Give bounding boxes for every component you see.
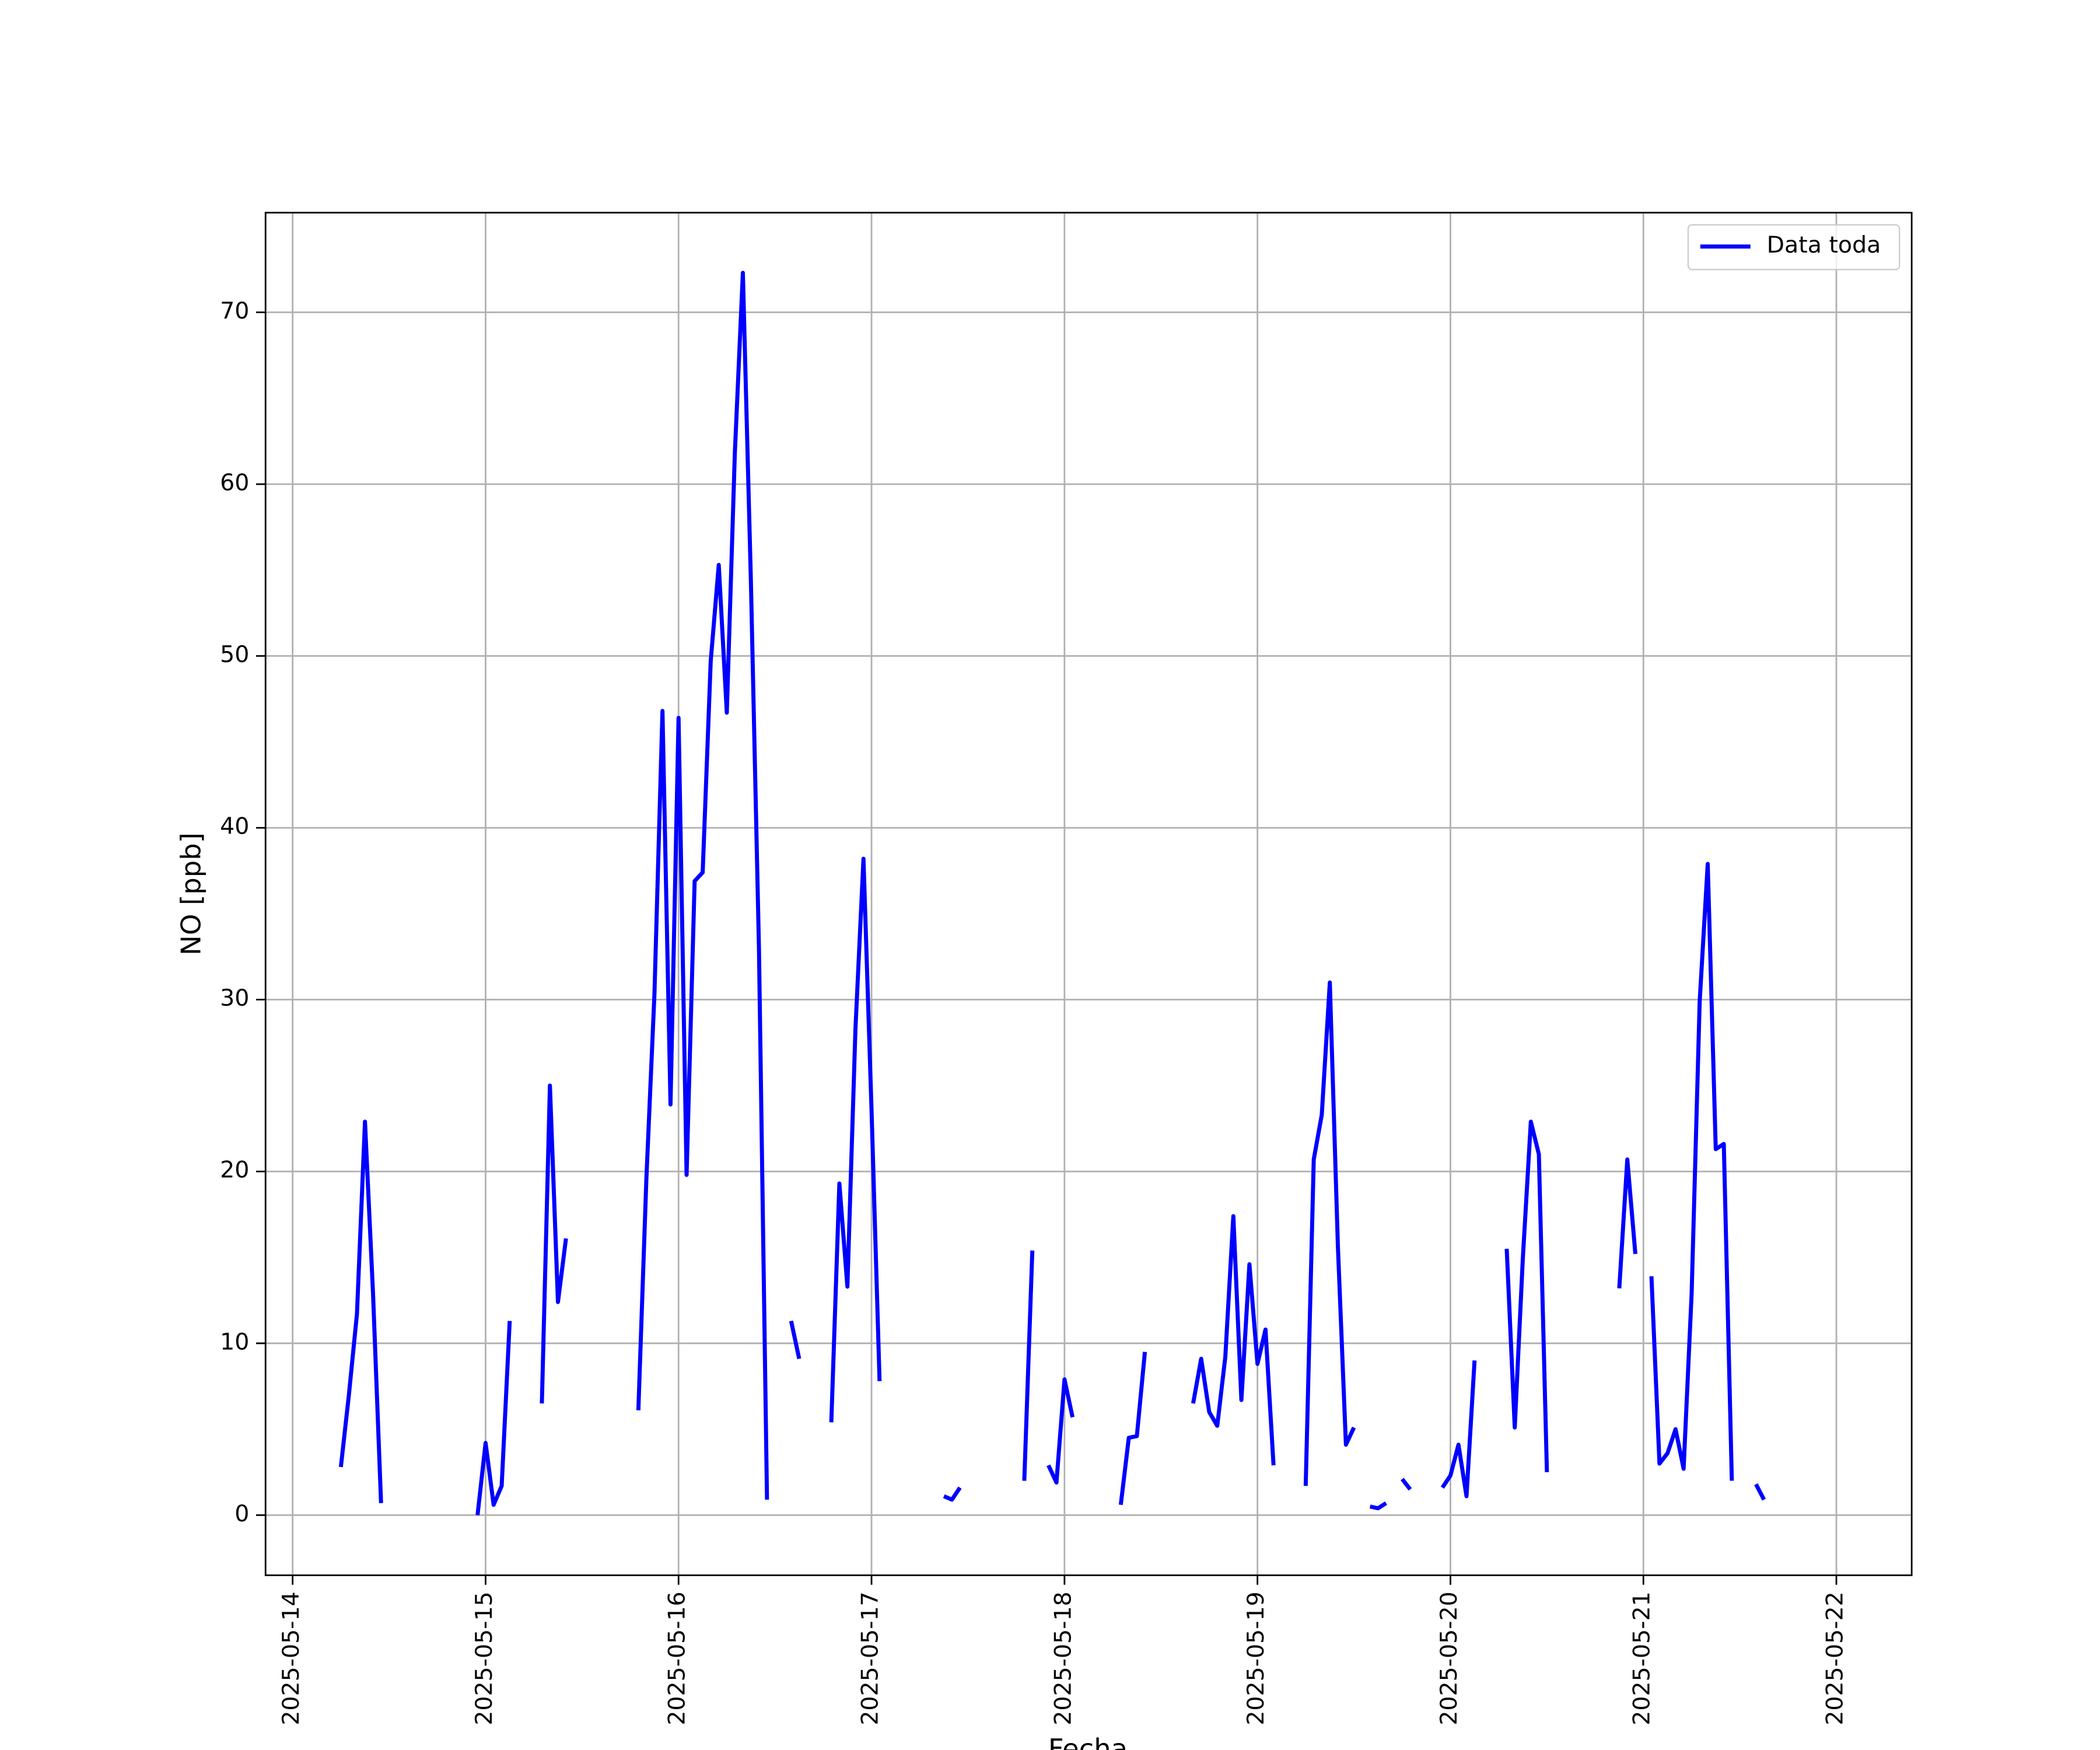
grid: [265, 212, 1912, 1576]
x-axis-label: Fecha: [1048, 1733, 1128, 1750]
x-tick-label: 2025-05-19: [1242, 1591, 1269, 1725]
y-tick-label: 40: [220, 813, 249, 840]
legend: Data toda: [1687, 224, 1901, 271]
y-tick-label: 30: [220, 985, 249, 1012]
y-tick-label: 0: [235, 1500, 249, 1527]
y-tick-label: 60: [220, 469, 249, 496]
data-line: [338, 271, 1766, 1516]
y-tick-label: 70: [220, 298, 249, 324]
x-tick-label: 2025-05-22: [1822, 1591, 1849, 1725]
x-tick-label: 2025-05-16: [664, 1591, 691, 1725]
x-tick-label: 2025-05-14: [278, 1591, 304, 1725]
axes-frame: [264, 212, 1913, 1576]
y-axis-label: NO [ppb]: [176, 832, 207, 956]
x-tick-label: 2025-05-20: [1436, 1591, 1462, 1725]
legend-label: Data toda: [1767, 232, 1881, 258]
x-tick-label: 2025-05-17: [857, 1591, 884, 1725]
x-tick-label: 2025-05-21: [1629, 1591, 1656, 1725]
legend-box: [1687, 224, 1901, 271]
y-tick-label: 50: [220, 641, 249, 668]
x-tick-label: 2025-05-18: [1049, 1591, 1076, 1725]
y-tick-label: 10: [220, 1328, 249, 1355]
plot-area: [338, 271, 1766, 1516]
y-tick-label: 20: [220, 1157, 249, 1184]
x-tick-label: 2025-05-15: [471, 1591, 498, 1725]
ticks: 0 10 20 30 40 50 60 70 2025-05-14 2025-05-15 2025-…: [220, 298, 1848, 1726]
